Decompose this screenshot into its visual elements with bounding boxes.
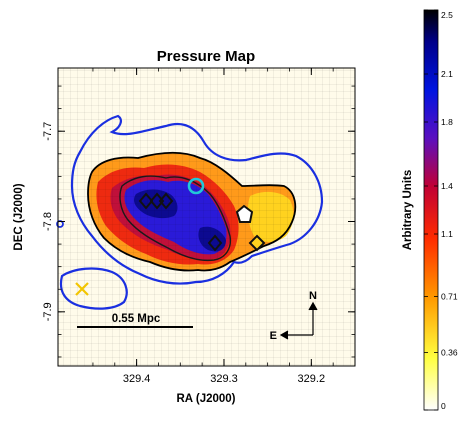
colorbar-tick-label: 2.1 bbox=[441, 69, 453, 79]
yellow-x-marker bbox=[75, 282, 89, 296]
colorbar-ticks: 0 0.36 0.71 1.1 1.4 1.8 2.1 2.5 bbox=[424, 9, 458, 411]
colorbar bbox=[423, 9, 439, 411]
y-axis-label: DEC (J2000) bbox=[13, 183, 25, 250]
y-tick-label: -7.9 bbox=[42, 302, 54, 321]
colorbar-tick-label: 1.1 bbox=[441, 229, 453, 239]
y-axis: -7.7 -7.8 -7.9 bbox=[42, 122, 355, 321]
chart-title: Pressure Map bbox=[157, 48, 255, 65]
diamond-marker bbox=[207, 234, 223, 252]
colorbar-tick-label: 0 bbox=[441, 401, 446, 411]
colorbar-tick-label: 1.8 bbox=[441, 117, 453, 127]
yellow-diamond-marker bbox=[248, 234, 266, 252]
outer-contour-blue bbox=[70, 114, 324, 285]
compass-east-label: E bbox=[270, 330, 277, 342]
y-tick-label: -7.7 bbox=[42, 122, 54, 141]
inner-contour-black bbox=[87, 151, 297, 272]
diamond-marker-group bbox=[138, 192, 223, 252]
colorbar-tick-label: 0.36 bbox=[441, 347, 458, 357]
x-tick-label: 329.3 bbox=[210, 373, 238, 385]
white-pentagon-marker bbox=[235, 204, 254, 223]
outer-contour-blue-dot bbox=[56, 220, 64, 228]
colorbar-tick-label: 1.4 bbox=[441, 181, 453, 191]
colorbar-tick-label: 0.71 bbox=[441, 291, 458, 301]
scale-bar-label: 0.55 Mpc bbox=[112, 313, 161, 325]
mid-contour-black bbox=[119, 175, 232, 262]
x-tick-label: 329.4 bbox=[123, 373, 151, 385]
colorbar-tick-label: 2.5 bbox=[441, 10, 453, 20]
compass bbox=[279, 301, 318, 340]
outer-contour-blue-island bbox=[59, 267, 128, 310]
diamond-marker bbox=[138, 192, 154, 210]
colorbar-label: Arbitrary Units bbox=[402, 170, 414, 251]
heatmap-image bbox=[58, 68, 355, 366]
y-tick-label: -7.8 bbox=[42, 212, 54, 231]
x-tick-label: 329.2 bbox=[298, 373, 326, 385]
x-axis-label: RA (J2000) bbox=[176, 393, 235, 405]
x-axis: 329.4 329.3 329.2 bbox=[123, 68, 325, 385]
diamond-marker bbox=[158, 192, 174, 210]
plot-frame bbox=[57, 67, 356, 367]
compass-north-label: N bbox=[309, 290, 317, 302]
cyan-circle-marker bbox=[187, 177, 205, 195]
